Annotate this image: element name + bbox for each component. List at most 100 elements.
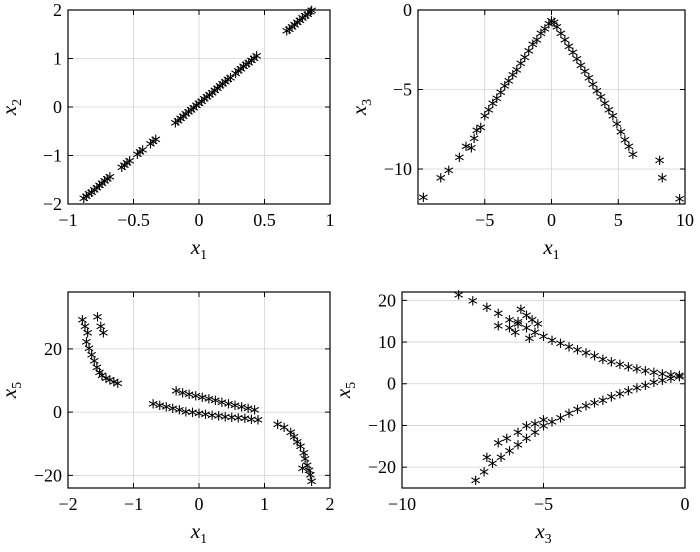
data-point: * [243, 400, 253, 424]
data-point: * [493, 434, 503, 458]
data-point: * [564, 405, 574, 429]
x-axis-label: x1 [190, 235, 207, 263]
x-tick-label: −1 [58, 210, 77, 230]
x-tick-label: 0 [195, 210, 204, 230]
data-point: * [655, 152, 665, 176]
data-point: * [240, 410, 250, 434]
data-point: * [307, 2, 317, 26]
data-point: * [178, 384, 188, 408]
data-point: * [632, 360, 642, 384]
y-tick-label: −20 [368, 457, 396, 477]
y-tick-label: −1 [43, 146, 62, 166]
data-point: * [191, 387, 201, 411]
data-point: * [220, 408, 230, 432]
data-point: * [588, 76, 598, 100]
data-point: * [552, 19, 562, 43]
data-point: * [572, 50, 582, 74]
data-point: * [146, 135, 156, 159]
data-point: * [560, 31, 570, 55]
data-point: * [197, 389, 207, 413]
data-point: * [492, 90, 502, 114]
data-point: * [500, 78, 510, 102]
data-point: * [496, 449, 506, 473]
data-point: * [292, 14, 302, 38]
data-point: * [522, 418, 532, 442]
y-tick-label: −2 [43, 194, 62, 214]
data-point: * [155, 397, 165, 421]
data-point: * [173, 112, 183, 136]
data-point: * [612, 116, 622, 140]
data-point: * [191, 97, 201, 121]
data-point: * [92, 179, 102, 203]
data-point: * [161, 399, 171, 423]
data-point: * [113, 375, 123, 399]
data-point: * [97, 367, 107, 391]
data-point: * [184, 104, 194, 128]
data-point: * [210, 82, 220, 106]
data-point: * [530, 416, 540, 440]
data-point: * [300, 8, 310, 32]
data-point: * [539, 328, 549, 352]
data-point: * [92, 308, 102, 332]
data-point: * [231, 65, 241, 89]
data-point: * [151, 131, 161, 155]
data-point: * [504, 73, 514, 97]
x-axis-label: x3 [534, 519, 551, 547]
data-point: * [239, 58, 249, 82]
x-tick-label: 0 [681, 494, 690, 514]
data-point: * [516, 55, 526, 79]
x-tick-label: −5 [534, 494, 553, 514]
data-point: * [533, 315, 543, 339]
y-tick-label: 20 [378, 290, 396, 310]
data-point: * [461, 138, 471, 162]
data-point: * [89, 353, 99, 377]
data-point: * [77, 312, 87, 336]
data-point: * [223, 71, 233, 95]
data-point: * [305, 467, 315, 491]
data-point: * [608, 108, 618, 132]
x-tick-label: 10 [676, 210, 694, 230]
data-point: * [295, 12, 305, 36]
data-point: * [207, 84, 217, 108]
data-point: * [297, 10, 307, 34]
plot-x1-x3: ****************************************… [347, 0, 694, 263]
data-point: * [194, 405, 204, 429]
data-point: * [454, 286, 464, 310]
data-point: * [471, 472, 481, 496]
data-point: * [223, 395, 233, 419]
data-point: * [249, 50, 259, 74]
data-point: * [246, 52, 256, 76]
data-point: * [624, 138, 634, 162]
data-point: * [220, 74, 230, 98]
y-tick-label: 2 [53, 0, 62, 20]
data-point: * [482, 449, 492, 473]
data-point: * [101, 370, 111, 394]
data-point: * [87, 184, 97, 208]
data-point: * [466, 140, 476, 164]
data-point: * [125, 153, 135, 177]
x-tick-label: 0.5 [253, 210, 276, 230]
data-point: * [109, 373, 119, 397]
data-point: * [547, 413, 557, 437]
data-point: * [105, 169, 115, 193]
data-point: * [674, 367, 684, 391]
data-point: * [287, 18, 297, 42]
plot-x1-x2: *********** *****************************… [0, 0, 335, 263]
data-point: * [289, 429, 299, 453]
data-point: * [148, 395, 158, 419]
data-point: * [105, 372, 115, 396]
x-tick-label: −10 [388, 494, 416, 514]
data-point: * [217, 394, 227, 418]
data-point: * [513, 315, 523, 339]
y-tick-label: 0 [53, 97, 62, 117]
data-point: * [592, 82, 602, 106]
data-point: * [598, 392, 608, 416]
data-point: * [204, 86, 214, 110]
x-axis-label: x1 [542, 235, 559, 263]
data-point: * [555, 335, 565, 359]
x-tick-label: 1 [260, 494, 269, 514]
x-tick-label: −0.5 [117, 210, 150, 230]
data-point: * [527, 311, 537, 335]
data-point: * [84, 186, 94, 210]
